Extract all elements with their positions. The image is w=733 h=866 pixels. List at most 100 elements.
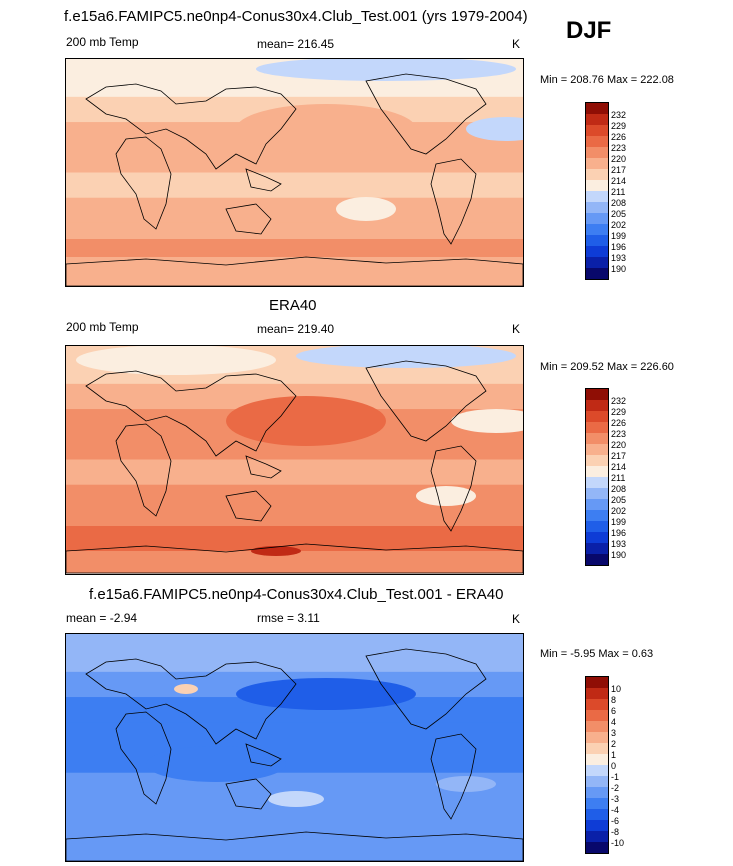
coastline [365,73,487,155]
panel-2-title: ERA40 [269,297,317,314]
zonal-band [66,797,523,818]
panel-1-map [65,58,524,287]
panel-2-cbar-label: 229 [611,407,627,417]
colorbar-swatch [586,147,608,158]
panel-3-cbar-label: -8 [611,827,620,837]
colorbar-swatch [586,543,608,554]
colorbar-swatch [586,202,608,213]
colorbar-swatch [586,710,608,721]
zonal-band [66,747,523,774]
panel-1-cbar-label: 211 [611,187,626,197]
colorbar-swatch [586,554,608,565]
colorbar-swatch [586,455,608,466]
coastline [115,711,172,805]
panel-3-map [65,633,524,862]
colorbar-swatch [586,246,608,257]
panel-2-atlantic-cool-region [451,409,523,433]
colorbar-swatch [586,776,608,787]
panel-1-cbar-label: 220 [611,154,627,164]
panel-2-minmax: Min = 209.52 Max = 226.60 [540,361,674,373]
panel-3-cbar-label: -2 [611,783,620,793]
panel-1-cbar-label: 214 [611,176,627,186]
panel-3-satl-weak-region [436,776,496,792]
panel-1-cbar-label: 196 [611,242,627,252]
panel-1-pacific-warm-region [236,104,416,154]
panel-2-arctic-cool-region [76,346,276,375]
panel-3-colorbar: 10 8 6 4 3 2 1 0 -1 -2 -3 -4 -6 -8 -10 [585,676,624,854]
colorbar-swatch [586,400,608,411]
coastline [66,831,523,861]
panel-2-southern-warm-band [66,526,523,551]
panel-2-cbar-label: 196 [611,528,627,538]
colorbar-swatch [586,532,608,543]
panel-3-indian-negative-region [146,746,286,782]
panel-1-southern-warm-band [66,239,523,257]
panel-3-cbar-label: -10 [611,838,625,848]
panel-3-title: f.e15a6.FAMIPC5.ne0np4-Conus30x4.Club_Te… [89,586,504,603]
panel-3-cbar-label: 10 [611,684,622,694]
panel-1-mean-label: mean= 216.45 [257,37,335,51]
panel-1-colorbar: 232 229 226 223 220 217 214 211 208 205 … [585,102,626,280]
zonal-band [66,634,523,673]
coastline [245,455,282,479]
panel-1-cbar-label: 190 [611,264,627,274]
colorbar-swatch [586,499,608,510]
panel-2-map-svg [66,346,523,574]
panel-1-cbar-label: 226 [611,132,627,142]
colorbar-swatch [586,842,608,853]
coastline [430,445,477,532]
coastline [85,83,297,170]
panel-1-cbar-label: 193 [611,253,627,263]
coastline [365,360,487,442]
panel-3-mean-label: mean = -2.94 [66,611,138,625]
panel-1-cbar-label: 199 [611,231,627,241]
panel-3-map-svg [66,634,523,861]
colorbar-swatch [586,191,608,202]
panel-2-cbar-label: 193 [611,539,627,549]
panel-1-cbar-label: 229 [611,121,627,131]
zonal-band [66,197,523,224]
coastline [365,648,487,730]
panel-2-colorbar: 232 229 226 223 220 217 214 211 208 205 … [585,388,626,566]
colorbar-swatch [586,257,608,268]
panel-2-map [65,345,524,575]
panel-1-minmax: Min = 208.76 Max = 222.08 [540,74,674,86]
panel-3-south-weak-region [268,791,324,807]
panel-1-title: f.e15a6.FAMIPC5.ne0np4-Conus30x4.Club_Te… [64,8,528,25]
colorbar-swatch [586,422,608,433]
panel-3-pacific-negative-region [236,678,416,710]
coastline [66,256,523,286]
colorbar-swatch [586,477,608,488]
panel-1-cbar-label: 202 [611,220,627,230]
panel-3-cbar-label: 6 [611,706,617,716]
colorbar-swatch [586,754,608,765]
colorbar-swatch [586,125,608,136]
zonal-band [66,509,523,530]
panel-2-cbar-label: 199 [611,517,627,527]
panel-1-arctic-cool-region [71,59,261,85]
panel-1-spac-cool-region [336,197,396,221]
panel-1-units: K [512,37,521,51]
coastline [225,778,272,810]
colorbar-swatch [586,114,608,125]
panel-1-colorbar-box [585,102,609,280]
season-label: DJF [566,17,612,44]
panel-3-cbar-label: 2 [611,739,617,749]
colorbar-swatch [586,510,608,521]
colorbar-swatch [586,688,608,699]
panel-2-cbar-label: 217 [611,451,627,461]
colorbar-swatch [586,488,608,499]
panel-1-cbar-label: 205 [611,209,627,219]
panel-2-pacific-warm-region [226,396,386,446]
coastline [85,658,297,745]
colorbar-swatch [586,677,608,688]
panel-1-atlantic-cool-region [466,117,523,141]
colorbar-swatch [586,268,608,279]
coastline [115,136,172,230]
panel-2-cbar-label: 211 [611,473,626,483]
coastline [225,203,272,235]
panel-2-units: K [512,322,521,336]
colorbar-swatch [586,466,608,477]
panel-3-cbar-label: 0 [611,761,617,771]
panel-2-satl-cool-region [416,486,476,506]
